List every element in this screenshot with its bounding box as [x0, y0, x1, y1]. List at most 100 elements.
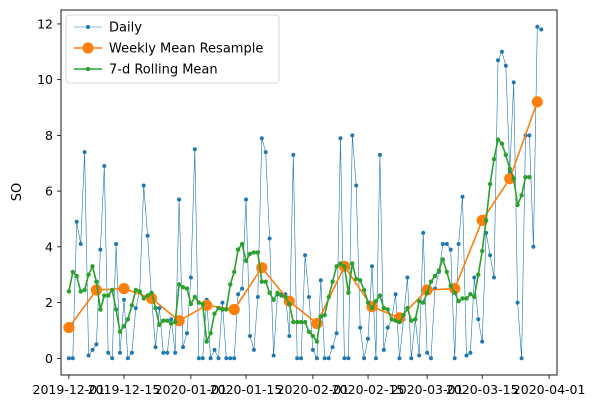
series-1-point-25 [161, 350, 166, 355]
series-1-point-106 [480, 339, 485, 344]
series-1-point-26 [165, 350, 170, 355]
series-3-point-65 [318, 314, 323, 319]
series-3-point-99 [452, 290, 457, 295]
series-3-point-6 [86, 272, 91, 277]
series-3-point-109 [491, 156, 497, 162]
x-tick-label-3: 2020-01-01 [155, 382, 228, 397]
series-3-point-26 [165, 318, 170, 323]
series-1-point-33 [192, 147, 197, 152]
series-3-point-12 [110, 287, 115, 293]
series-1-point-1 [66, 356, 71, 361]
series-1-point-44 [236, 292, 241, 297]
series-1-point-103 [468, 350, 473, 355]
series-3-point-15 [121, 324, 127, 329]
series-3-point-30 [180, 285, 186, 290]
series-3-point-74 [354, 276, 359, 282]
series-1-point-41 [224, 356, 229, 361]
series-3-point-35 [200, 301, 205, 307]
series-3-point-72 [346, 290, 351, 295]
series-3-point-43 [232, 269, 237, 275]
series-2-point-2 [90, 284, 102, 296]
legend-marker-1 [86, 25, 90, 29]
series-1-point-12 [110, 356, 115, 361]
x-axis: 2019-12-012019-12-152020-01-012020-01-15… [33, 375, 585, 397]
series-1-point-70 [338, 136, 343, 141]
series-2-point-8 [256, 262, 268, 274]
series-1-point-14 [118, 350, 122, 355]
series-1-point-17 [129, 350, 134, 355]
series-3-point-32 [188, 301, 194, 307]
x-tick-label-6: 2020-02-15 [332, 382, 405, 397]
series-3-point-50 [259, 279, 264, 284]
series-1-point-110 [496, 58, 500, 63]
x-tick-label-8: 2020-03-15 [446, 382, 519, 397]
series-3-point-103 [468, 292, 473, 297]
series-3-point-57 [287, 301, 292, 307]
series-1-point-78 [370, 264, 374, 269]
series-1-point-4 [78, 242, 83, 246]
series-3-point-96 [440, 257, 445, 262]
x-tick-label-1: 2019-12-01 [33, 382, 106, 397]
series-3-point-70 [338, 261, 343, 266]
series-3-point-88 [409, 318, 414, 323]
series-1-point-48 [251, 347, 256, 352]
series-3-point-13 [113, 307, 119, 312]
series-3-point-85 [397, 319, 402, 325]
series-3-point-52 [267, 290, 272, 295]
series-3-point-105 [476, 272, 481, 277]
series-1-point-5 [82, 150, 87, 155]
series-3-point-38 [212, 311, 217, 316]
series-1-point-112 [503, 63, 508, 68]
series-1-point-100 [456, 242, 461, 246]
series-3-point-58 [291, 319, 296, 325]
series-1-point-109 [492, 275, 496, 280]
series-3-point-14 [117, 329, 123, 334]
series-1-point-66 [322, 356, 327, 361]
series-1-point-74 [354, 183, 359, 188]
series-3-point-118 [527, 175, 532, 180]
series-3-point-92 [424, 290, 430, 295]
y-tick-label-6: 10 [37, 72, 53, 87]
series-3-point-106 [480, 248, 485, 254]
series-1-point-114 [511, 80, 516, 85]
series-3-point-112 [503, 152, 508, 158]
series-1-point-2 [70, 356, 75, 361]
y-tick-label-3: 4 [45, 239, 53, 254]
series-3-point-75 [358, 278, 363, 283]
series-3-point-3 [74, 273, 79, 279]
series-1-point-13 [114, 242, 119, 246]
series-3-point-10 [102, 293, 107, 298]
x-tick-label-5: 2020-02-01 [277, 382, 350, 397]
x-tick-label-4: 2020-01-15 [210, 382, 283, 397]
series-3-point-82 [385, 307, 390, 312]
series-1-point-16 [125, 356, 130, 361]
plot-marks [63, 24, 544, 361]
series-3-point-31 [184, 286, 190, 291]
series-1-point-38 [212, 347, 217, 352]
series-1-point-61 [303, 253, 308, 258]
series-1-point-29 [177, 197, 182, 202]
series-3-point-63 [310, 333, 316, 339]
series-1-point-92 [425, 350, 430, 355]
series-3-point-98 [448, 283, 453, 288]
series-1-point-115 [515, 300, 520, 305]
series-1-point-6 [86, 353, 91, 358]
series-1-point-73 [350, 133, 355, 138]
series-3-point-42 [228, 282, 233, 287]
series-3-point-108 [487, 181, 493, 187]
series-1-point-118 [527, 133, 532, 138]
series-3-point-21 [145, 293, 150, 298]
series-3-point-19 [137, 289, 142, 294]
series-2-point-7 [228, 303, 240, 316]
series-1-point-46 [244, 197, 248, 202]
legend-label-3: 7-d Rolling Mean [109, 63, 218, 78]
series-3-point-60 [298, 319, 304, 325]
series-3-point-54 [275, 290, 280, 295]
y-axis: 0 2 4 6 8 10 12 [37, 16, 61, 366]
series-1-point-90 [417, 353, 422, 358]
series-3-point-113 [507, 166, 512, 171]
x-tick-label-7: 2020-03-01 [391, 382, 464, 397]
series-3-point-117 [523, 175, 528, 180]
series-1-point-18 [133, 306, 138, 311]
series-1-point-84 [393, 292, 398, 297]
